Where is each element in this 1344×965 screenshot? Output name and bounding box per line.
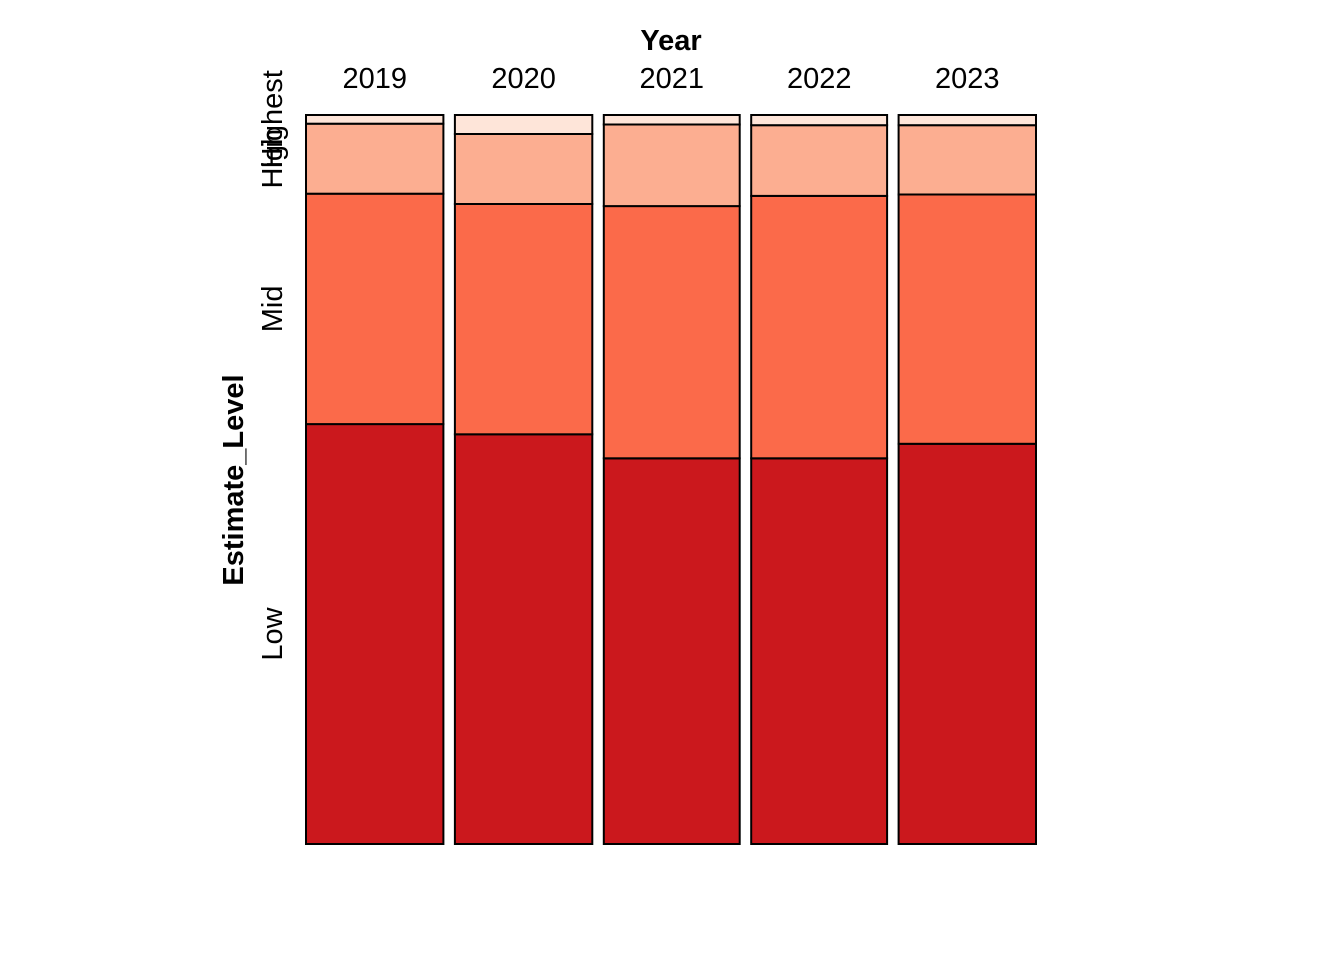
tile-2019-mid [305, 192, 445, 426]
tile-2022-mid [750, 194, 889, 460]
tile-2023-high [897, 124, 1037, 196]
tile-2021-mid [602, 205, 741, 460]
tile-2022-highest [750, 114, 889, 127]
y-tick-label-mid: Mid [257, 286, 289, 333]
tile-2022-high [750, 124, 889, 197]
x-tick-label: 2020 [491, 63, 556, 95]
x-tick-label: 2022 [787, 63, 852, 95]
x-tick-label: 2021 [639, 63, 704, 95]
tile-2022-low [750, 457, 889, 845]
tile-2019-highest [305, 114, 445, 125]
y-tick-label-low: Low [257, 606, 289, 660]
x-tick-labels: 2019 2020 2021 2022 2023 [342, 63, 999, 95]
tile-2019-high [305, 122, 445, 195]
tiles-layer [305, 114, 1037, 845]
tile-2021-low [602, 457, 741, 845]
x-tick-label: 2023 [935, 63, 1000, 95]
x-tick-label: 2019 [342, 63, 407, 95]
tile-2020-mid [453, 202, 594, 436]
y-axis-title: Estimate_Level [218, 374, 250, 585]
y-tick-label-highest: Highest [257, 70, 289, 168]
tile-2021-high [602, 123, 741, 208]
tile-2023-mid [897, 193, 1037, 445]
x-axis-title: Year [640, 25, 701, 57]
tile-2020-highest [453, 114, 594, 135]
tile-2023-highest [897, 114, 1037, 127]
tile-2023-low [897, 442, 1037, 845]
tile-2019-low [305, 423, 445, 845]
y-tick-label-high: High [257, 129, 289, 189]
tile-2020-low [453, 433, 594, 845]
tile-2020-high [453, 133, 594, 205]
tile-2021-highest [602, 114, 741, 126]
